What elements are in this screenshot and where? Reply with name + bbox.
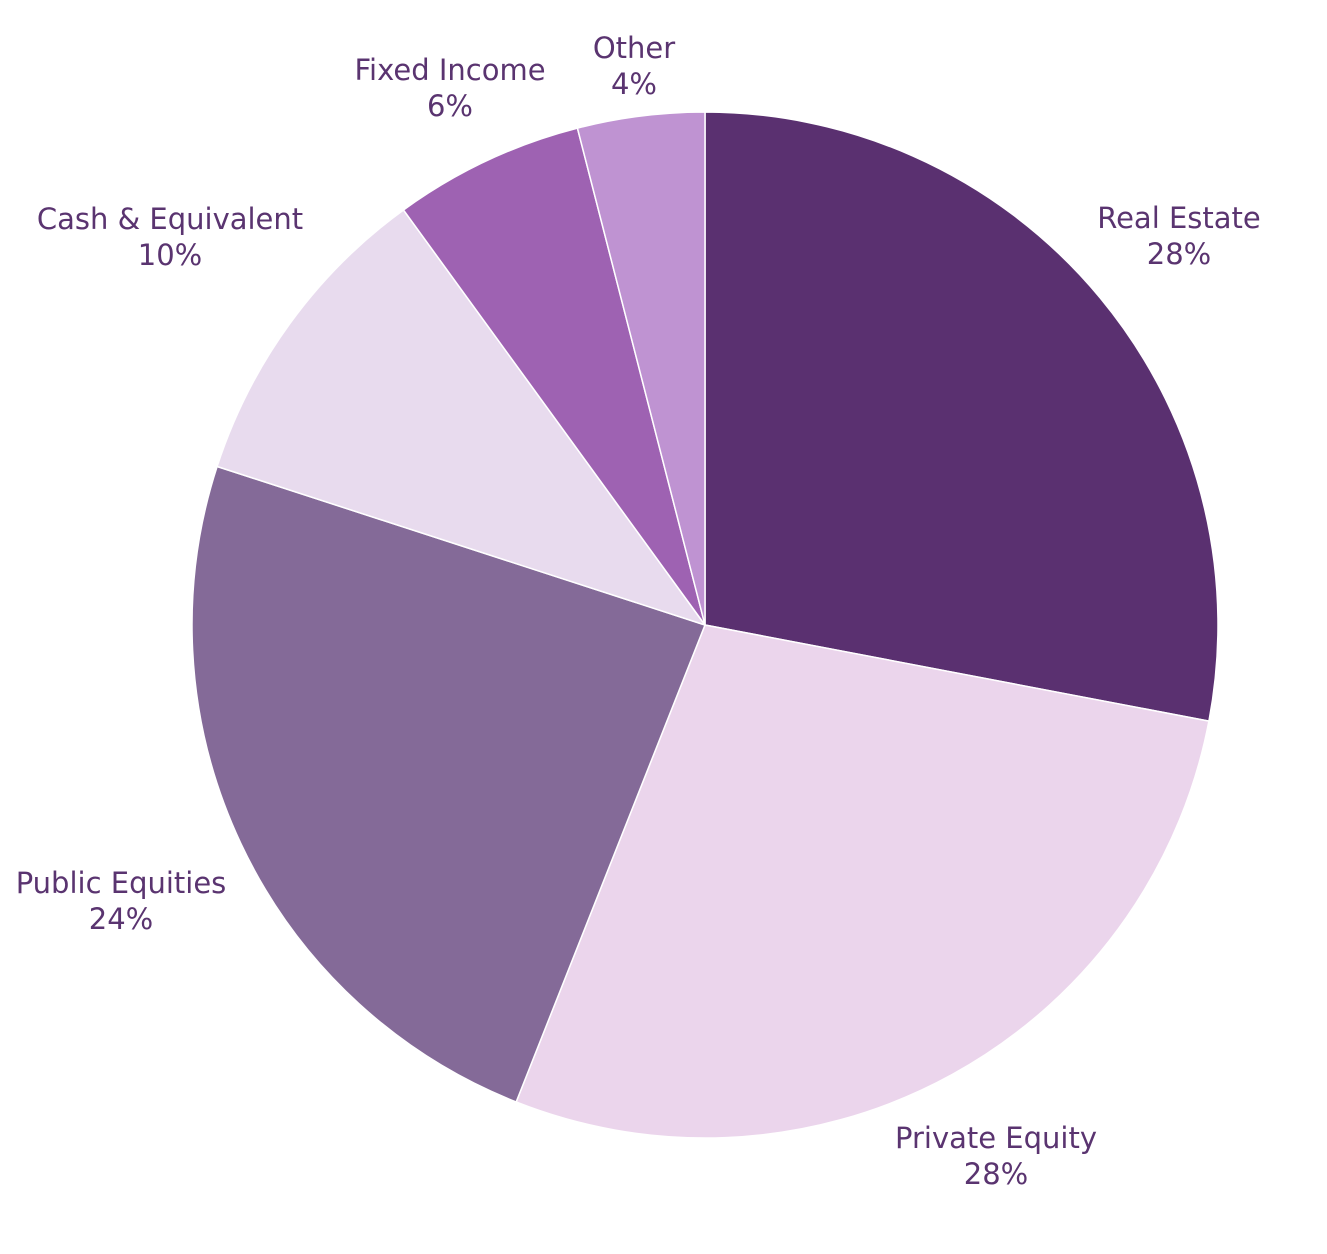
pie-slices <box>191 111 1219 1139</box>
pie-slice-private-equity <box>515 624 1210 1139</box>
slice-label-fixed-income: Fixed Income 6% <box>354 53 545 123</box>
slice-name: Private Equity <box>895 1121 1097 1155</box>
slice-label-other: Other 4% <box>593 31 675 101</box>
pie-labels: Real Estate 28%Private Equity 28%Public Eq… <box>16 31 1261 1191</box>
slice-label-private-equity: Private Equity 28% <box>895 1121 1097 1191</box>
slice-percent: 10% <box>138 238 202 272</box>
pie-slice-cash-equivalent <box>216 208 707 627</box>
slice-name: Public Equities <box>16 866 227 900</box>
slice-name: Fixed Income <box>354 53 545 87</box>
slice-percent: 28% <box>964 1157 1028 1191</box>
slice-name: Real Estate <box>1097 201 1261 235</box>
slice-name: Cash & Equivalent <box>37 202 303 236</box>
slice-percent: 28% <box>1147 237 1211 271</box>
pie-slice-public-equities <box>191 465 706 1103</box>
pie-slice-other <box>576 111 706 626</box>
pie-slice-real-estate <box>704 111 1219 723</box>
slice-percent: 4% <box>611 67 657 101</box>
pie-slice-fixed-income <box>402 127 706 626</box>
slice-percent: 24% <box>89 902 153 936</box>
slice-percent: 6% <box>427 89 473 123</box>
slice-label-cash-equivalent: Cash & Equivalent 10% <box>37 202 303 272</box>
slice-label-public-equities: Public Equities 24% <box>16 866 227 936</box>
slice-label-real-estate: Real Estate 28% <box>1097 201 1261 271</box>
slice-name: Other <box>593 31 675 65</box>
